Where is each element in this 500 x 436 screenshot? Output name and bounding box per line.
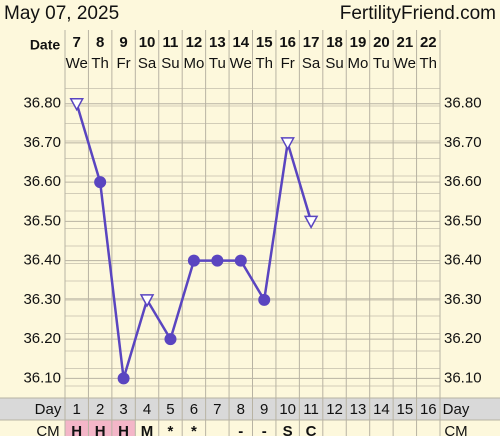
y-tick-label: 36.30 (23, 291, 61, 308)
date-label: 19 (350, 34, 367, 51)
point (258, 293, 271, 306)
date-label: 9 (119, 34, 127, 51)
point-triangle (280, 137, 295, 151)
point (187, 254, 200, 267)
day-label: 2 (96, 401, 104, 418)
day-label: 13 (350, 401, 367, 418)
cm-label: * (191, 423, 197, 436)
date-label: 7 (73, 34, 81, 51)
day-label: 6 (190, 401, 198, 418)
weekday-label: Th (255, 55, 273, 72)
day-row (0, 398, 500, 420)
weekday-label: Fr (117, 55, 131, 72)
date-label: 13 (209, 34, 226, 51)
weekday-label: Mo (348, 55, 369, 72)
y-tick-label: 36.50 (23, 212, 61, 229)
cm-row-label: CM (36, 423, 59, 436)
cm-label: H (118, 423, 129, 436)
weekday-label: Th (420, 55, 438, 72)
weekday-label: Sa (138, 55, 157, 72)
date-label: 16 (279, 34, 296, 51)
day-label: 1 (73, 401, 81, 418)
cm-label: S (283, 423, 293, 436)
cm-label: M (141, 423, 154, 436)
weekday-label: Fr (281, 55, 295, 72)
weekday-label: We (394, 55, 416, 72)
point-triangle (303, 215, 319, 229)
day-label: 11 (303, 401, 319, 418)
day-row-label: Day (35, 401, 62, 418)
date-label: Date (30, 37, 61, 53)
cm-cell (88, 420, 112, 436)
date-label: 17 (303, 34, 320, 51)
date-label: 12 (186, 34, 203, 51)
cm-cell (111, 420, 136, 436)
y2-tick-label: 36.80 (444, 95, 482, 112)
y2-tick-label: 36.10 (444, 369, 482, 386)
cm-cell (65, 420, 89, 436)
point-triangle (139, 294, 155, 308)
y-tick-label: 36.10 (23, 369, 61, 386)
weekday-label: Th (91, 55, 109, 72)
day-label: 14 (373, 401, 390, 418)
point (94, 176, 107, 189)
weekday-label: Tu (209, 55, 226, 72)
y2-tick-label: 36.50 (444, 212, 482, 229)
cm-label: C (306, 423, 317, 436)
day-label: 15 (397, 401, 414, 418)
point (117, 372, 130, 385)
y2-tick-label: 36.40 (444, 252, 482, 269)
y-tick-label: 36.20 (23, 330, 61, 347)
y-tick-label: 36.60 (23, 173, 61, 190)
point (164, 333, 177, 346)
point (234, 254, 247, 267)
cm-label: * (168, 423, 174, 436)
weekday-label: Sa (302, 55, 321, 72)
day-label: 16 (420, 401, 437, 418)
cm-label: H (71, 423, 82, 436)
date-label: 22 (420, 34, 437, 51)
date-label: 21 (397, 34, 414, 51)
day-label: 5 (166, 401, 174, 418)
date-label: 15 (256, 34, 273, 51)
day-label: 10 (279, 401, 296, 418)
date-label: 20 (373, 34, 390, 51)
day-label: 3 (119, 401, 127, 418)
y2-tick-label: 36.70 (444, 134, 482, 151)
y2-tick-label: 36.60 (444, 173, 482, 190)
day-label: 9 (260, 401, 268, 418)
cm-label: - (262, 423, 267, 436)
point (211, 254, 224, 267)
weekday-label: We (230, 55, 252, 72)
weekday-label: Tu (373, 55, 390, 72)
point-triangle (69, 97, 84, 112)
date-label: 18 (326, 34, 343, 51)
day-label: 7 (213, 401, 221, 418)
date-label: 11 (163, 34, 179, 51)
date-label: 8 (96, 34, 104, 51)
weekday-label: We (66, 55, 88, 72)
day-label: 4 (143, 401, 151, 418)
weekday-label: Su (161, 55, 179, 72)
day-label: 12 (326, 401, 343, 418)
chart-title: May 07, 2025 (4, 3, 119, 24)
cm-row-label-right: CM (444, 423, 467, 436)
day-row-label-right: Day (443, 401, 470, 418)
y-tick-label: 36.80 (23, 95, 61, 112)
cm-label: H (95, 423, 106, 436)
y2-tick-label: 36.20 (444, 330, 482, 347)
site-name: FertilityFriend.com (340, 3, 496, 24)
y-tick-label: 36.70 (23, 134, 61, 151)
y-tick-label: 36.40 (23, 252, 61, 269)
weekday-label: Su (325, 55, 343, 72)
day-label: 8 (237, 401, 245, 418)
cm-label: - (238, 423, 243, 436)
weekday-label: Mo (183, 55, 204, 72)
date-label: 10 (139, 34, 156, 51)
y2-tick-label: 36.30 (444, 291, 482, 308)
date-label: 14 (232, 34, 249, 51)
